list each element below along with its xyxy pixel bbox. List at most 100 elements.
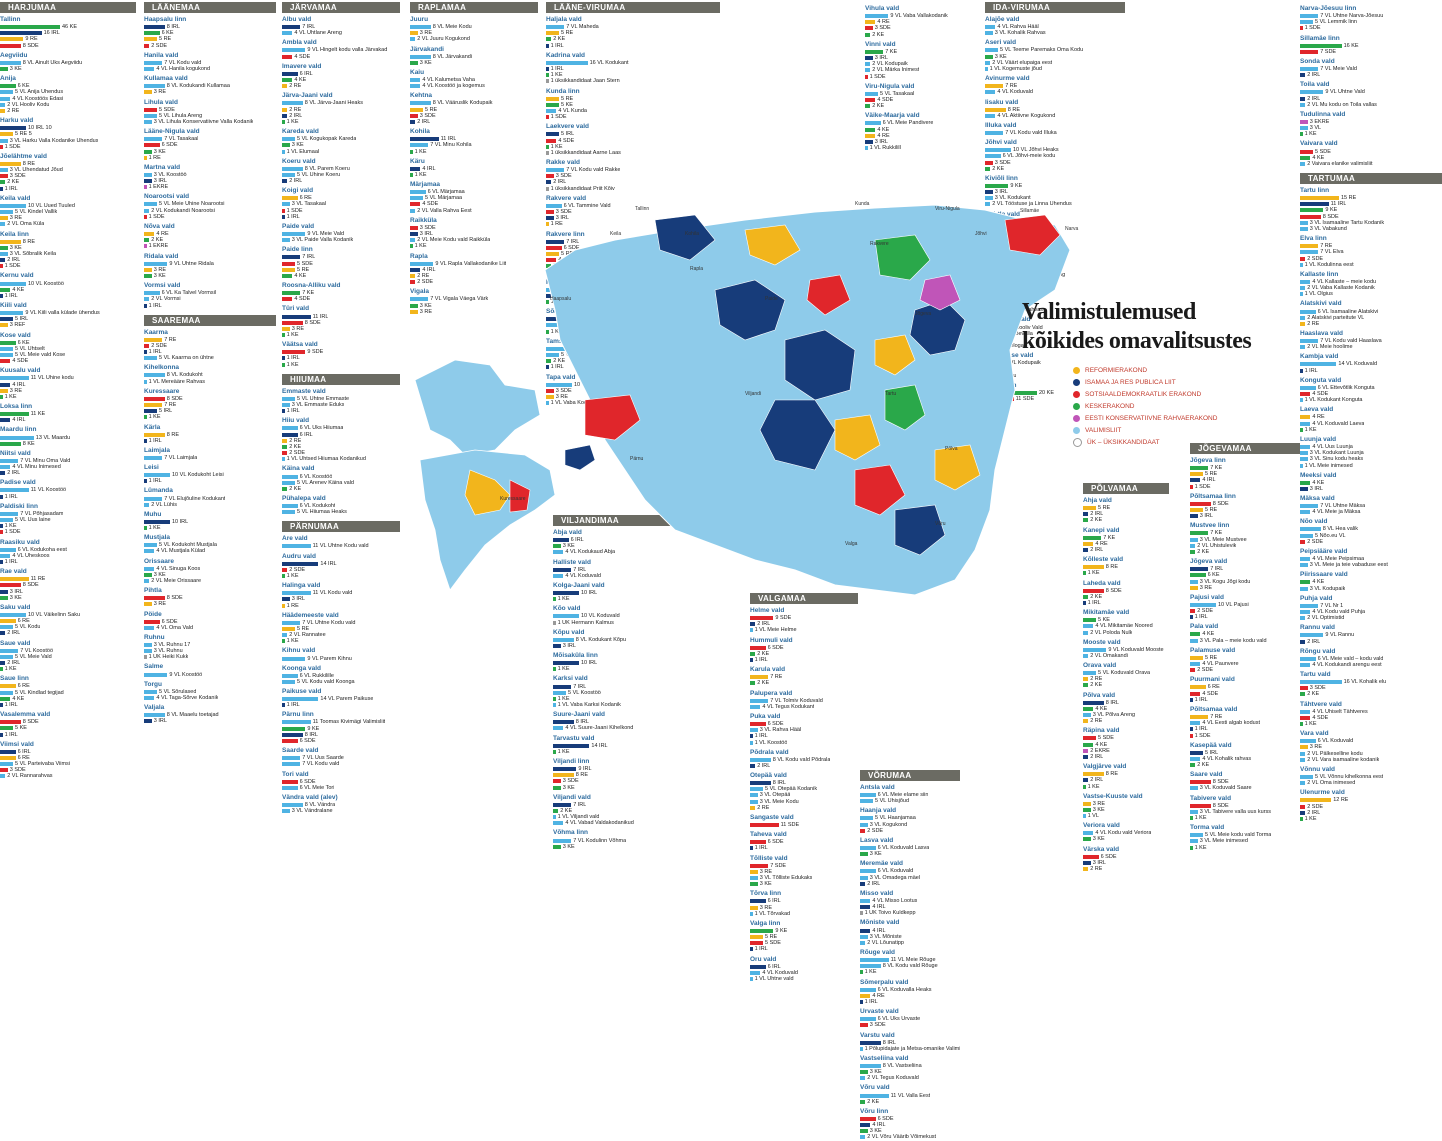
result-row: 8 SDE (0, 719, 136, 725)
seat-bar (1300, 715, 1311, 720)
result-row: 1 IRL (1083, 600, 1169, 606)
elva-region (834, 414, 881, 461)
seat-bar (865, 68, 871, 73)
result-row: 2 IRL (1083, 777, 1169, 783)
map-place-label: Viljandi (745, 391, 761, 397)
seat-bar (282, 426, 298, 431)
municipality-block: Laekvere vald 5 IRL 4 SDE 1 KE 1 üksikkandid… (546, 123, 720, 156)
result-label: 2 RE (1090, 718, 1103, 725)
municipality-block: Roosna-Alliku vald 7 KE 4 SDE (282, 282, 400, 302)
result-label: 5 VL Arenev Käina vald (297, 479, 354, 486)
municipality-block: Kihnu vald 9 VL Parem Kihnu (282, 647, 400, 662)
municipality-name: Sillamäe linn (1300, 34, 1340, 42)
municipality-block: Ülenurme vald 12 RE 2 SDE 2 IRL 1 KE (1300, 789, 1442, 822)
municipality-name: Koonga vald (282, 664, 322, 672)
result-row: 7 VL Elujõuline Kodukant (144, 495, 276, 502)
result-row: 5 VL Teeme Paremaks Oma Kodu (985, 47, 1125, 53)
result-row: 4 VL Mikitamäe Noored (1083, 623, 1169, 629)
municipality-block: Valga linn 9 KE 5 RE 5 SDE 1 IRL (750, 920, 858, 953)
municipality-block: Värska vald 6 SDE 3 IRL 2 RE (1083, 846, 1169, 873)
result-label: 7 VL Kodu vald Rakke (566, 167, 621, 174)
seat-bar (1083, 535, 1102, 540)
result-label: 11 KE (30, 411, 46, 418)
result-label: 8 KE (22, 440, 35, 447)
result-row: 3 KE (144, 273, 276, 279)
seat-bar (1300, 345, 1306, 350)
result-label: 4 SDE (294, 296, 311, 303)
result-row: 6 IRL (282, 432, 400, 438)
municipality-block: Keila linn 8 RE 3 KE 3 VL Sõbralik Keila 2 I… (0, 231, 136, 270)
seat-bar (0, 559, 3, 564)
municipality-block: Nõo vald 8 VL Hea valik 5 Nõo.eu VL 2 SDE (1300, 518, 1442, 545)
seat-bar (546, 210, 554, 215)
result-row: 1 IRL (144, 478, 276, 484)
result-label: 7 KE (302, 290, 315, 297)
seat-bar (750, 628, 753, 633)
result-row: 3 SDE (0, 173, 136, 179)
vaivara-region (1004, 214, 1061, 256)
seat-bar (282, 762, 301, 767)
seat-bar (0, 726, 13, 731)
result-label: 5 RE (1205, 654, 1218, 661)
seat-bar (144, 356, 157, 361)
kolga-jaani-region (784, 329, 856, 401)
seat-bar (1083, 736, 1096, 741)
seat-bar (1083, 624, 1094, 629)
result-row: 3 VL Ruhnu 17 (144, 642, 276, 648)
result-row: 4 VL Ühtlane Areng (282, 30, 400, 36)
result-row: 7 VL Vigala Väega Värk (410, 296, 538, 302)
result-label: 4 VL Üheskoos (12, 552, 50, 559)
result-row: 2 RE (282, 438, 400, 444)
result-row: 3 KE (144, 572, 276, 578)
seat-bar (860, 934, 868, 939)
seat-bar (410, 297, 429, 302)
result-label: 8 VL Parem Koeru (304, 165, 350, 172)
seat-bar (750, 875, 758, 880)
seat-bar (144, 202, 157, 207)
municipality-name: Käru (410, 157, 425, 165)
seat-bar (282, 25, 301, 30)
result-row: 2 VL Märka Inimest (865, 67, 965, 73)
result-row: 4 SDE (282, 54, 400, 60)
municipality-block: Mustjala 5 VL Kodukoht Mustjala 4 VL Mustj… (144, 534, 276, 554)
seat-bar (1083, 671, 1096, 676)
seat-bar (750, 840, 766, 845)
municipality-name: Martna vald (144, 163, 181, 171)
result-label: 8 VL Kodukant Kõpu (575, 636, 627, 643)
result-label: 2 SDE (151, 342, 168, 349)
result-label: 3 SDE (555, 209, 572, 216)
result-label: 1 VL Elumaal (286, 148, 320, 155)
municipality-name: Ambla vald (282, 39, 317, 47)
municipality-name: Vastseliina vald (860, 1054, 909, 1062)
result-label: 12 RE (1333, 797, 1349, 804)
result-row: 1 IRL (282, 408, 400, 414)
municipality-name: Vihula vald (865, 5, 900, 12)
result-label: 1 IRL (148, 302, 162, 309)
map-islands (415, 359, 596, 591)
result-row: 4 VL Koduvald Laeva (1300, 421, 1442, 427)
seat-bar (860, 799, 873, 804)
seat-bar (282, 196, 298, 201)
result-row: 6 RE (282, 195, 400, 201)
result-row: 5 VL Märjamaa (410, 195, 538, 201)
seat-bar (860, 816, 873, 821)
result-label: 9 KE (775, 927, 788, 934)
result-label: 1 KE (557, 596, 570, 603)
result-label: 9 IRL (578, 766, 592, 773)
result-label: 4 KE (294, 272, 307, 279)
result-row: 7 VL Kodu vald (282, 761, 400, 767)
result-label: 3 VL Sinu kodu heaks (1309, 456, 1364, 463)
result-label: 1 IRL (4, 731, 18, 738)
result-label: 7 SDE (1320, 48, 1337, 55)
result-label: 5 VL Hiiumaa Heaks (297, 509, 347, 516)
municipality-name: Põdrala vald (750, 748, 789, 756)
result-label: 4 VL Meie Peipsimaa (1312, 556, 1365, 563)
result-row: 3 KE (553, 844, 675, 850)
result-row: 6 KE (0, 83, 136, 89)
municipality-name: Peipsiääre vald (1300, 547, 1348, 555)
seat-bar (1190, 727, 1193, 732)
municipality-name: Kehtna (410, 92, 433, 100)
result-row: 4 KE (865, 126, 965, 133)
result-label: 2 RE (757, 804, 770, 811)
seat-bar (282, 31, 293, 36)
